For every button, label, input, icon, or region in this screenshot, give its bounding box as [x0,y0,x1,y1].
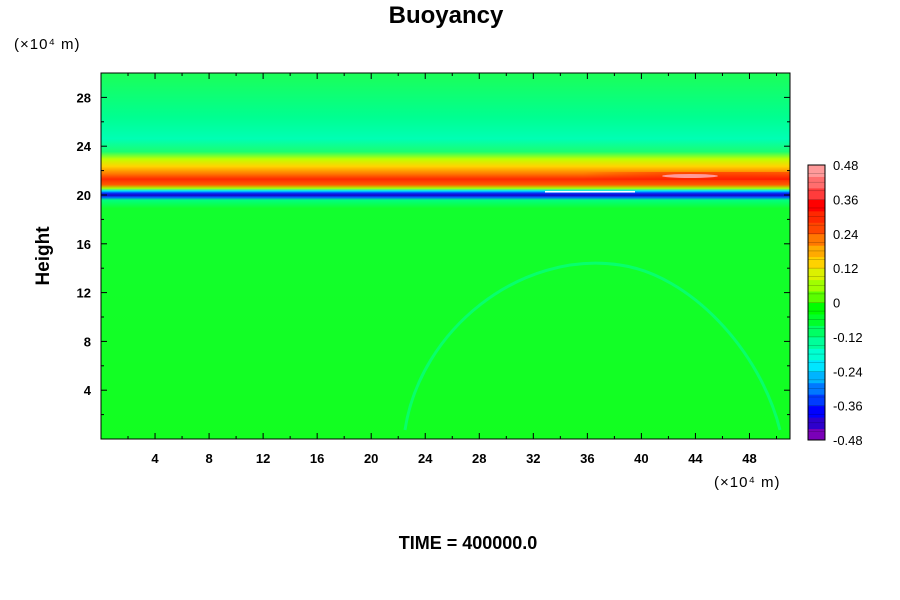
colorbar-swatch [808,256,825,269]
colorbar-tick-label: -0.24 [833,364,863,379]
colorbar-tick-label: -0.12 [833,330,863,345]
colorbar-swatch [808,176,825,189]
y-tick-label: 24 [77,139,92,154]
y-tick-label: 20 [77,188,91,203]
x-tick-label: 24 [418,451,433,466]
colorbar-swatch [808,371,825,384]
y-tick-label: 4 [84,383,92,398]
time-label: TIME = 400000.0 [399,533,538,553]
plot-frame [100,72,791,440]
y-axis-label: Height [33,226,54,286]
x-axis-ticks: 4 8 12 16 20 24 28 32 36 40 44 48 [127,73,777,466]
heatmap-peak-spot [662,174,718,178]
colorbar-swatch [808,428,825,441]
x-tick-label: 8 [205,451,212,466]
heatmap-faint-contour [403,261,782,431]
chart-title: Buoyancy [389,2,504,29]
colorbar-tick-label: 0.48 [833,158,858,173]
colorbar-tick-label: 0.12 [833,261,858,276]
colorbar-swatch [808,394,825,407]
heatmap-min-streak [545,191,635,193]
x-tick-label: 32 [526,451,540,466]
colorbar-swatch [808,325,825,338]
y-tick-label: 8 [84,334,91,349]
colorbar-swatch [808,302,825,315]
colorbar-tick-label: 0 [833,296,840,311]
y-axis-ticks: 4 8 12 16 20 24 28 [77,90,790,416]
colorbar-swatch [808,165,825,177]
y-axis-unit: (×10⁴ m) [14,36,81,53]
y-tick-label: 16 [77,237,91,252]
colorbar-tick-label: 0.36 [833,192,858,207]
colorbar-swatch [808,279,825,292]
colorbar-swatch [808,382,825,395]
colorbar-swatch [808,336,825,349]
heatmap-field [101,73,790,439]
x-tick-label: 4 [151,451,159,466]
x-tick-label: 12 [256,451,270,466]
colorbar-swatch [808,405,825,418]
x-tick-label: 16 [310,451,324,466]
x-tick-label: 36 [580,451,594,466]
colorbar: 0.48 0.36 0.24 0.12 0 -0.12 -0.24 -0.36 -0.48 [807,158,863,448]
y-tick-label: 12 [77,286,91,301]
colorbar-swatch [808,187,825,200]
x-axis-unit: (×10⁴ m) [714,474,781,491]
x-tick-label: 44 [688,451,703,466]
colorbar-swatch [808,417,825,430]
colorbar-tick-label: 0.24 [833,227,858,242]
colorbar-swatch [808,268,825,281]
colorbar-swatch [808,222,825,235]
y-tick-label: 28 [77,90,91,105]
colorbar-swatch [808,199,825,212]
x-tick-label: 28 [472,451,486,466]
colorbar-tick-label: -0.36 [833,399,863,414]
colorbar-swatch [808,210,825,223]
colorbar-swatch [808,291,825,303]
colorbar-tick-label: -0.48 [833,433,863,448]
colorbar-swatch [808,348,825,361]
colorbar-swatch [808,313,825,326]
colorbar-swatch [808,233,825,246]
colorbar-swatch [808,245,825,258]
x-tick-label: 48 [742,451,756,466]
colorbar-swatch [808,359,825,372]
x-tick-label: 40 [634,451,648,466]
x-tick-label: 20 [364,451,378,466]
colorbar-frame [807,164,826,441]
heatmap-hot-patch [101,172,790,180]
